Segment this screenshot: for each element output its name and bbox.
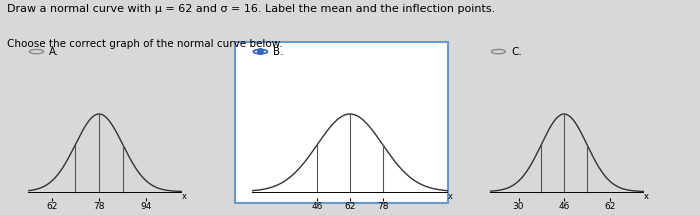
Text: A.: A. bbox=[49, 47, 60, 57]
Text: Draw a normal curve with μ = 62 and σ = 16. Label the mean and the inflection po: Draw a normal curve with μ = 62 and σ = … bbox=[7, 4, 496, 14]
Text: B.: B. bbox=[273, 47, 284, 57]
Text: C.: C. bbox=[511, 47, 522, 57]
Text: Choose the correct graph of the normal curve below.: Choose the correct graph of the normal c… bbox=[7, 39, 283, 49]
Text: x: x bbox=[182, 192, 187, 201]
Text: x: x bbox=[644, 192, 649, 201]
Text: x: x bbox=[448, 192, 453, 201]
